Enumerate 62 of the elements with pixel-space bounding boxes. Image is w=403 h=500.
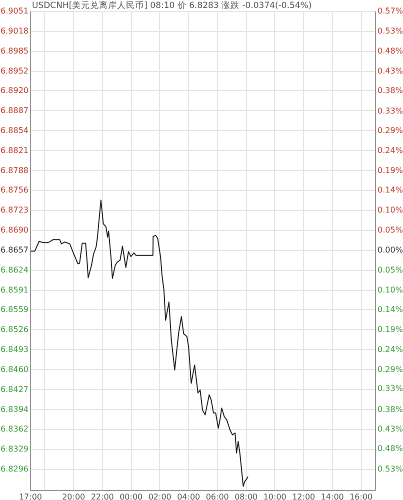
y-tick-label: 6.8493 xyxy=(0,344,28,354)
x-tick-label: 02:00 xyxy=(148,492,172,500)
y2-tick-label: 0.14% xyxy=(378,304,403,314)
line-series xyxy=(30,200,249,487)
y2-tick-label: 0.33% xyxy=(378,106,403,116)
y-tick-label: 6.8657 xyxy=(0,245,28,254)
y2-tick-label: 0.29% xyxy=(378,126,403,135)
y-tick-label: 6.8362 xyxy=(0,424,28,434)
x-tick-label: 12:00 xyxy=(292,492,316,500)
y2-tick-label: 0.14% xyxy=(378,185,403,194)
x-tick-label: 08:00 xyxy=(234,492,258,500)
y-tick-label: 6.8559 xyxy=(0,304,28,314)
x-tick-label: 20:00 xyxy=(62,492,86,500)
y-tick-label: 6.8887 xyxy=(0,106,28,115)
y2-tick-label: 0.10% xyxy=(378,205,403,214)
y2-tick-label: 0.00% xyxy=(378,245,403,254)
y2-tick-label: 0.38% xyxy=(378,86,403,95)
x-tick-label: 10:00 xyxy=(263,492,286,500)
y2-tick-label: 0.19% xyxy=(378,324,403,334)
y2-tick-label: 0.10% xyxy=(378,285,403,294)
y2-tick-label: 0.53% xyxy=(378,464,403,474)
y2-tick-label: 0.43% xyxy=(378,424,403,434)
y2-tick-label: 0.05% xyxy=(378,265,403,274)
y-tick-label: 6.8723 xyxy=(0,205,28,214)
y2-tick-label: 0.38% xyxy=(378,404,403,414)
y-tick-label: 6.8526 xyxy=(0,324,28,334)
y2-tick-label: 0.24% xyxy=(378,146,403,155)
y-tick-label: 6.8624 xyxy=(0,265,28,274)
y-tick-label: 6.8394 xyxy=(0,404,28,414)
y2-tick-label: 0.48% xyxy=(378,444,403,454)
y-tick-label: 6.8952 xyxy=(0,66,28,76)
y2-tick-label: 0.53% xyxy=(378,26,403,36)
y2-tick-label: 0.33% xyxy=(378,384,403,394)
x-tick-label: 06:00 xyxy=(206,492,229,500)
y-tick-label: 6.8821 xyxy=(0,146,28,155)
y2-tick-label: 0.57% xyxy=(378,6,403,16)
x-tick-label: 00:00 xyxy=(120,492,143,500)
chart-title: USDCNH[美元兑离岸人民币] 08:10 价 6.8283 涨跌 -0.0374(-0.54%) xyxy=(32,0,312,11)
y-tick-label: 6.8329 xyxy=(0,444,28,454)
y-tick-label: 6.9051 xyxy=(0,6,28,16)
y2-tick-label: 0.29% xyxy=(378,364,403,374)
y-tick-label: 6.8427 xyxy=(0,384,28,394)
y2-tick-label: 0.43% xyxy=(378,66,403,76)
x-tick-label: 04:00 xyxy=(177,492,200,500)
y-tick-label: 6.8985 xyxy=(0,46,28,56)
y-tick-label: 6.8854 xyxy=(0,126,28,135)
y-tick-label: 6.9018 xyxy=(0,26,28,36)
y-tick-label: 6.8788 xyxy=(0,166,28,175)
x-tick-label: 14:00 xyxy=(320,492,344,500)
y-tick-label: 6.8296 xyxy=(0,464,28,474)
y-tick-label: 6.8756 xyxy=(0,185,28,194)
y-tick-label: 6.8920 xyxy=(0,86,28,95)
y-tick-label: 6.8591 xyxy=(0,285,28,294)
y-tick-label: 6.8460 xyxy=(0,364,28,374)
y2-tick-label: 0.48% xyxy=(378,46,403,56)
y2-tick-label: 0.05% xyxy=(378,225,403,234)
x-tick-label: 16:00 xyxy=(350,492,373,500)
x-tick-label: 17:00 xyxy=(18,492,42,500)
x-tick-label: 22:00 xyxy=(90,492,114,500)
y-tick-label: 6.8690 xyxy=(0,225,28,234)
y2-tick-label: 0.24% xyxy=(378,344,403,354)
y2-tick-label: 0.19% xyxy=(378,166,403,175)
